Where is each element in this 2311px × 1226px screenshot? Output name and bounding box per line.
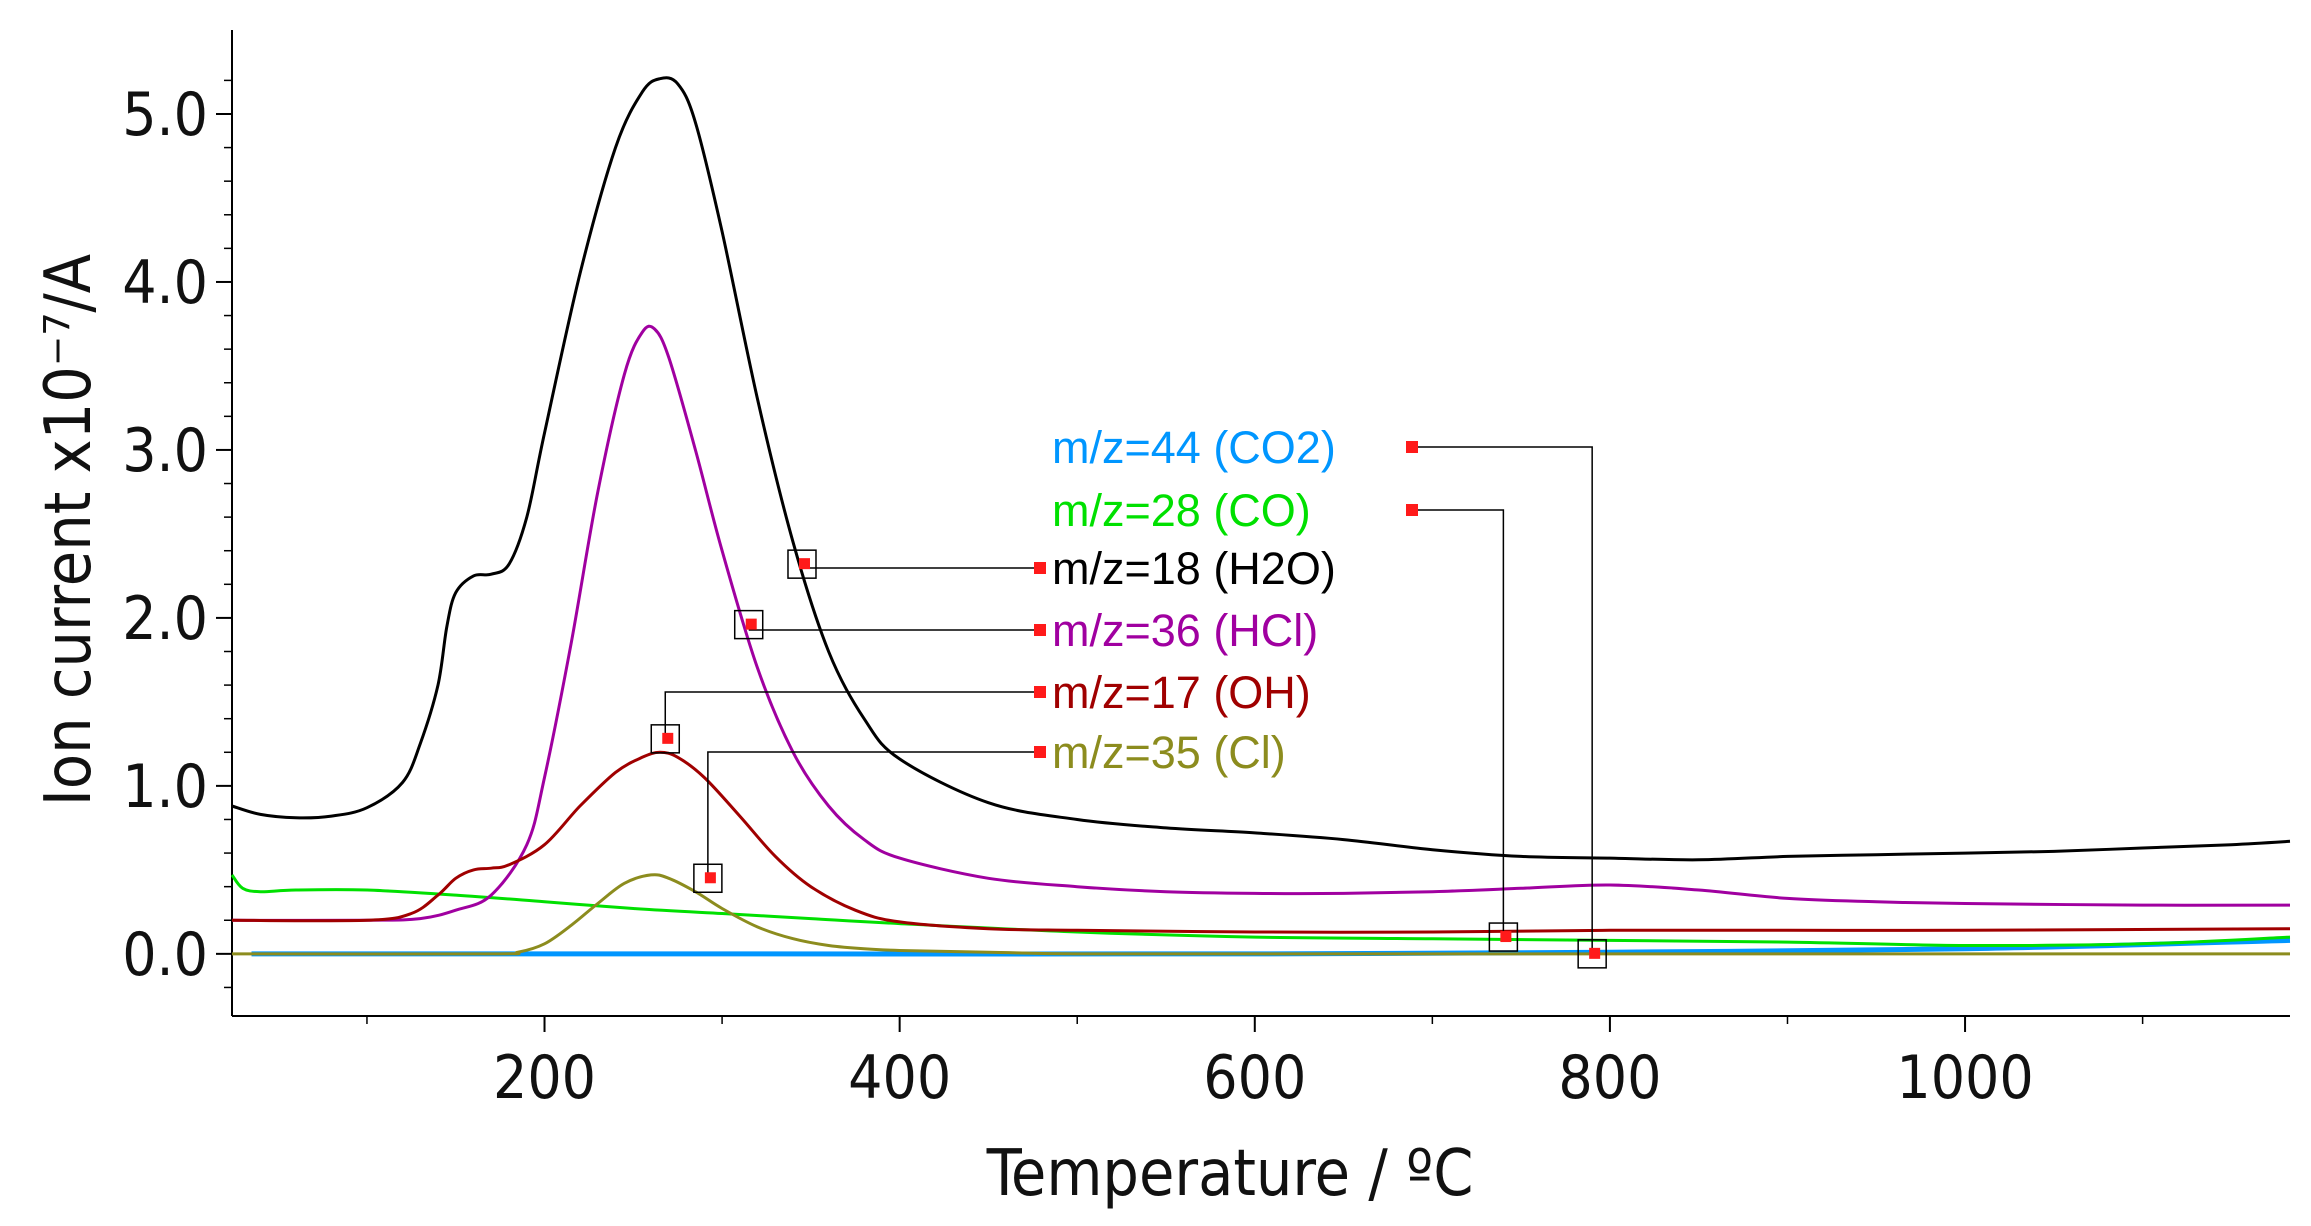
legend-label-1: m/z=44 (CO2): [1052, 422, 1336, 473]
x-tick-label: 400: [848, 1043, 951, 1113]
y-tick-label: 5.0: [122, 80, 208, 150]
x-tick-label: 200: [493, 1043, 596, 1113]
point-marker-2: [1500, 931, 1512, 943]
axes: [231, 30, 2290, 1017]
y-ticks: 0.0 1.0 2.0 3.0 4.0 5.0: [122, 79, 232, 990]
legend-label-3: m/z=18 (H2O): [1052, 543, 1336, 594]
point-marker-box-6: [693, 863, 723, 894]
point-marker-box-3: [787, 549, 817, 579]
point-marker-5: [662, 732, 674, 744]
point-marker-box-4: [733, 609, 764, 640]
legend-label-6: m/z=35 (Cl): [1052, 727, 1286, 778]
x-axis-title: Temperature / ºC: [986, 1137, 1474, 1211]
point-marker-box-5: [650, 724, 681, 754]
y-tick-label: 1.0: [122, 752, 208, 822]
point-marker-1: [1589, 947, 1601, 959]
x-tick-label: 800: [1558, 1043, 1661, 1113]
point-marker-4: [745, 618, 757, 630]
annotations: m/z=44 (CO2) m/z=28 (CO) m/z=18 (H2O) m/z=3…: [650, 422, 1607, 969]
series-line-6: [231, 873, 2290, 956]
series-line-5: [231, 750, 2291, 934]
legend-label-4: m/z=36 (HCl): [1052, 605, 1318, 656]
x-ticks: 200 400 600 800 1000: [366, 1016, 2144, 1113]
point-marker-box-1: [1577, 939, 1607, 969]
y-tick-label: 0.0: [122, 920, 208, 990]
callout-line-5: [664, 691, 1040, 739]
legend-anchor-5: [1034, 686, 1046, 698]
series-line-4: [231, 324, 2291, 922]
legend-anchor-1: [1406, 441, 1418, 453]
point-marker-box-2: [1488, 922, 1519, 952]
point-marker-6: [704, 872, 716, 884]
callout-line-2: [1412, 509, 1505, 938]
y-axis-title: Ion current x10⁻⁷/A: [32, 254, 106, 806]
x-tick-label: 1000: [1896, 1043, 2033, 1113]
callout-line-1: [1412, 446, 1593, 954]
legend-anchor-4: [1034, 624, 1046, 636]
legend-label-2: m/z=28 (CO): [1052, 485, 1311, 536]
legend-anchor-3: [1034, 562, 1046, 574]
point-marker-3: [798, 558, 810, 570]
y-tick-label: 4.0: [122, 248, 208, 318]
series-line-2: [230, 873, 2291, 948]
series-line-1: [251, 937, 2291, 957]
legend-anchor-6: [1034, 746, 1046, 758]
x-tick-label: 600: [1203, 1043, 1306, 1113]
y-tick-label: 3.0: [122, 416, 208, 486]
legend-anchor-2: [1406, 504, 1418, 516]
callout-line-6: [707, 751, 1040, 879]
y-tick-label: 2.0: [122, 584, 208, 654]
legend-label-5: m/z=17 (OH): [1052, 667, 1311, 718]
series-line-3: [231, 76, 2291, 862]
